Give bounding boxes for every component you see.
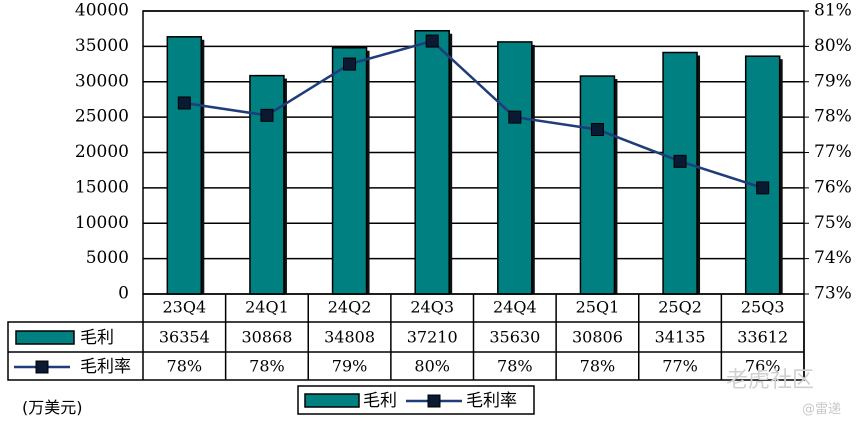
gross-profit-value: 35630 — [489, 328, 540, 347]
gross-profit-value: 37210 — [407, 328, 458, 347]
y-right-tick-label: 74% — [814, 248, 852, 268]
y-right-tick-label: 75% — [814, 213, 852, 233]
gross-margin-value: 79% — [332, 357, 368, 376]
legend-label-gross-margin: 毛利率 — [466, 391, 517, 411]
gross-margin-value: 77% — [662, 357, 698, 376]
marker-24Q3 — [425, 34, 439, 48]
y-left-tick-label: 20000 — [75, 142, 129, 162]
row-swatch-gross-profit — [15, 330, 75, 345]
y-left-tick-label: 30000 — [75, 71, 129, 91]
y-left-tick-label: 15000 — [75, 177, 129, 197]
gross-profit-value: 30806 — [572, 328, 623, 347]
y-left-tick-label: 10000 — [75, 213, 129, 233]
bar-24Q4 — [497, 41, 533, 295]
legend-swatch-gross-profit — [304, 393, 360, 408]
marker-25Q2 — [673, 154, 687, 168]
watermark-author: @雷递 — [802, 402, 842, 417]
category-label: 24Q3 — [410, 298, 454, 317]
y-right-tick-label: 73% — [814, 284, 852, 304]
category-label: 24Q4 — [493, 298, 537, 317]
y-right-tick-label: 80% — [814, 36, 852, 56]
marker-23Q4 — [177, 96, 191, 110]
legend-swatch-marker — [427, 394, 441, 408]
category-label: 25Q1 — [576, 298, 620, 317]
marker-24Q1 — [260, 108, 274, 122]
y-right-tick-label: 76% — [814, 177, 852, 197]
y-right-tick-label: 81% — [814, 1, 852, 21]
gross-margin-value: 76% — [745, 357, 781, 376]
gross-margin-value: 78% — [249, 357, 285, 376]
unit-label: (万美元) — [22, 398, 83, 417]
line-gross-margin — [184, 39, 764, 190]
y-left-tick-label: 5000 — [86, 248, 129, 268]
bar-25Q1 — [579, 75, 616, 295]
bar-23Q4 — [166, 36, 203, 295]
bar-24Q2 — [331, 46, 368, 295]
row-label-gross-profit: 毛利 — [80, 328, 114, 348]
gross-margin-value: 78% — [580, 357, 616, 376]
row-swatch-marker — [35, 360, 49, 374]
category-label: 24Q1 — [245, 298, 289, 317]
gross-profit-value: 34808 — [324, 328, 375, 347]
gross-profit-value: 30868 — [241, 328, 292, 347]
category-label: 24Q2 — [328, 298, 372, 317]
y-left-tick-label: 40000 — [75, 1, 129, 21]
gross-margin-value: 80% — [414, 357, 450, 376]
gross-profit-value: 33612 — [737, 328, 788, 347]
marker-25Q3 — [756, 181, 770, 195]
bar-25Q2 — [662, 51, 698, 295]
y-left-tick-label: 25000 — [75, 107, 129, 127]
category-label: 25Q3 — [741, 298, 785, 317]
marker-25Q1 — [590, 123, 604, 137]
y-right-tick-label: 79% — [814, 71, 852, 91]
gross-margin-value: 78% — [497, 357, 533, 376]
y-right-tick-label: 78% — [814, 107, 852, 127]
bar-25Q3 — [744, 55, 781, 295]
category-label: 25Q2 — [658, 298, 702, 317]
marker-24Q4 — [508, 110, 522, 124]
watermark-brand: 老虎社区 — [726, 368, 815, 393]
y-right-tick-label: 77% — [814, 142, 852, 162]
legend-label-gross-profit: 毛利 — [363, 391, 397, 411]
y-left-tick-label: 0 — [118, 284, 129, 304]
gross-margin-value: 78% — [167, 357, 203, 376]
category-label: 23Q4 — [162, 298, 206, 317]
gross-profit-value: 34135 — [655, 328, 706, 347]
gross-profit-value: 36354 — [159, 328, 210, 347]
row-label-gross-margin: 毛利率 — [80, 357, 131, 377]
marker-24Q2 — [343, 57, 357, 71]
bar-24Q3 — [414, 29, 450, 295]
y-left-tick-label: 35000 — [75, 36, 129, 56]
